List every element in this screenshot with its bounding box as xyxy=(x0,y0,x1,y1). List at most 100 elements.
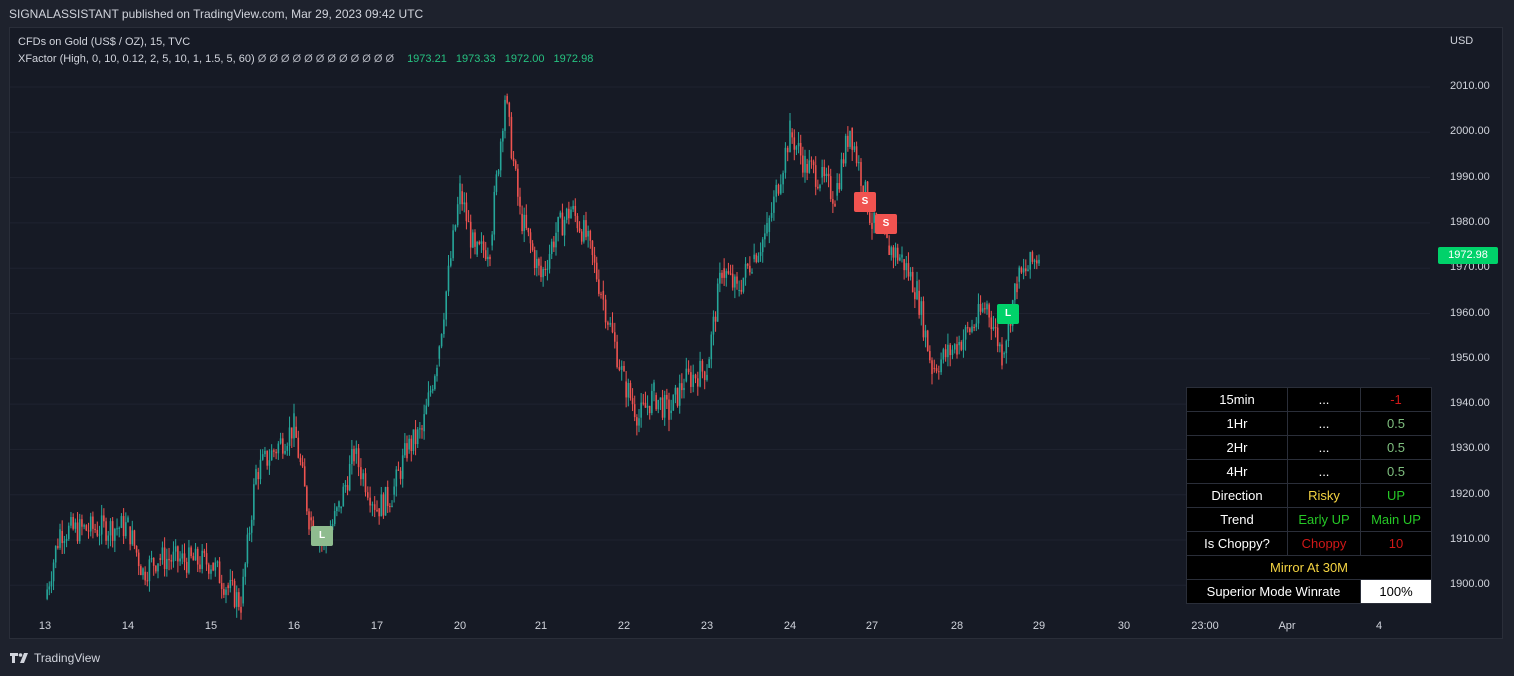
candle-body xyxy=(203,550,206,554)
indicator-value: 1973.21 xyxy=(407,53,447,65)
candle-body xyxy=(1016,283,1018,293)
candle-body xyxy=(670,410,672,414)
candle-body xyxy=(52,562,55,582)
candle-body xyxy=(521,213,523,232)
candle-body xyxy=(497,170,500,175)
info-row-label: Direction xyxy=(1186,483,1288,508)
candle-body xyxy=(576,215,579,229)
candle-body xyxy=(310,517,312,521)
candle-body xyxy=(862,185,864,197)
candle-body xyxy=(749,265,751,273)
candle-body xyxy=(786,147,789,153)
candle-body xyxy=(111,521,114,541)
candle-body xyxy=(909,271,912,277)
currency-label: USD xyxy=(1450,35,1474,47)
candle-body xyxy=(131,530,134,545)
candle-body xyxy=(642,402,645,404)
candle-body xyxy=(924,330,927,338)
candle-body xyxy=(527,228,530,233)
time-tick-label: 20 xyxy=(453,620,467,632)
candle-body xyxy=(585,220,587,238)
candle-body xyxy=(858,162,860,164)
price-tick-label: 1990.00 xyxy=(1450,170,1490,183)
candle-body xyxy=(653,382,655,391)
candle-body xyxy=(808,160,811,173)
candle-body xyxy=(804,155,806,173)
candle-body xyxy=(59,529,61,548)
time-tick-label: 24 xyxy=(783,620,797,632)
candle-body xyxy=(933,367,936,369)
candle-body xyxy=(70,517,72,526)
candle-body xyxy=(899,257,901,261)
candle-body xyxy=(205,553,208,565)
candle-body xyxy=(416,429,419,445)
candle-body xyxy=(288,427,291,446)
candle-body xyxy=(598,279,600,294)
candle-body xyxy=(367,492,369,498)
candle-body xyxy=(152,558,155,566)
candle-body xyxy=(384,486,387,516)
candle-body xyxy=(956,344,958,355)
indicator-value: 1972.98 xyxy=(553,53,594,65)
candle-body xyxy=(103,515,105,522)
candle-body xyxy=(266,450,268,466)
winrate-label: Superior Mode Winrate xyxy=(1186,579,1361,604)
info-table-row: Is Choppy? Choppy 10 xyxy=(1186,531,1432,556)
candle-body xyxy=(207,564,210,574)
candle-body xyxy=(614,332,616,342)
info-table-row: Direction Risky UP xyxy=(1186,483,1432,508)
candle-body xyxy=(395,469,398,487)
candle-body xyxy=(668,399,670,420)
candle-body xyxy=(299,457,302,463)
candle-body xyxy=(979,304,982,312)
candle-body xyxy=(766,223,768,234)
candle-body xyxy=(423,414,425,432)
candle-body xyxy=(648,405,651,414)
candle-body xyxy=(740,289,743,292)
candle-body xyxy=(364,473,367,493)
candle-body xyxy=(369,497,371,506)
candle-body xyxy=(795,146,798,150)
candle-body xyxy=(116,528,118,530)
candle-body xyxy=(819,185,821,189)
candle-body xyxy=(408,438,410,450)
candle-body xyxy=(235,592,238,607)
candle-body xyxy=(994,327,997,329)
candle-body xyxy=(931,360,933,375)
tradingview-logo[interactable]: TradingView xyxy=(10,651,100,665)
candle-body xyxy=(544,268,547,270)
candle-body xyxy=(157,563,159,572)
candle-body xyxy=(529,232,532,244)
candle-body xyxy=(371,504,374,506)
candle-body xyxy=(346,485,349,491)
candle-body xyxy=(685,368,688,382)
candle-body xyxy=(992,327,995,330)
candle-body xyxy=(561,212,564,236)
time-tick-label: 16 xyxy=(287,620,301,632)
candle-body xyxy=(663,394,666,418)
info-row-value: 0.5 xyxy=(1360,411,1432,436)
candle-body xyxy=(746,263,749,266)
candle-body xyxy=(170,560,173,562)
candle-body xyxy=(148,559,151,582)
candle-body xyxy=(454,225,457,231)
candle-body xyxy=(338,501,340,508)
candle-body xyxy=(784,147,787,173)
indicator-legend: XFactor (High, 0, 10, 0.12, 2, 5, 10, 1,… xyxy=(18,53,593,65)
candle-body xyxy=(793,137,796,150)
candle-body xyxy=(531,243,534,251)
candle-body xyxy=(694,374,697,379)
candle-body xyxy=(1038,259,1040,264)
candle-body xyxy=(907,263,910,277)
candle-body xyxy=(166,558,168,570)
info-table-row: Trend Early UP Main UP xyxy=(1186,507,1432,532)
candle-body xyxy=(76,522,79,542)
candle-body xyxy=(461,191,463,205)
candle-body xyxy=(716,283,719,322)
candle-body xyxy=(1014,283,1016,301)
candle-body xyxy=(275,451,277,454)
time-tick-label: 4 xyxy=(1375,620,1383,632)
candle-body xyxy=(125,522,127,537)
candle-body xyxy=(951,349,954,356)
